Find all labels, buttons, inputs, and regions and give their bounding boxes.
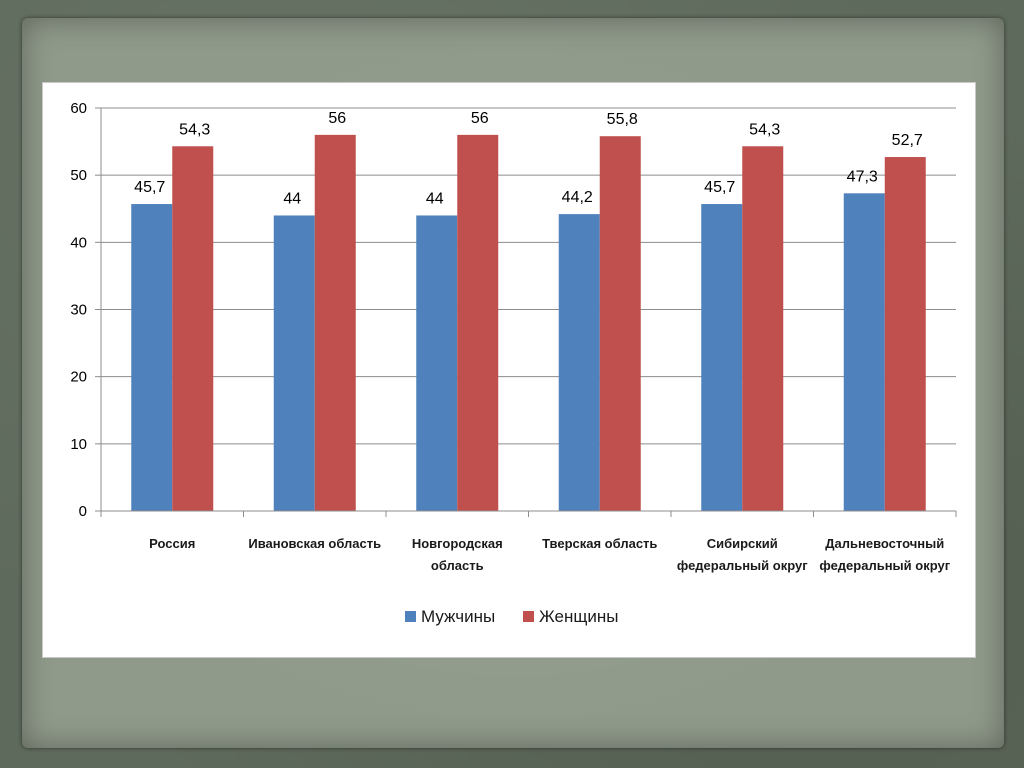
chart-panel: 0 10 20 30 40 50 60 45,7 54,3 44 56 44 56 44,2 55,8 45… [42, 82, 976, 658]
y-tick-label: 20 [70, 369, 87, 386]
data-label-0-3: 44,2 [562, 189, 593, 206]
bar-1-5 [884, 157, 926, 511]
y-tick-label: 60 [70, 100, 87, 117]
data-label-1-4: 54,3 [749, 121, 780, 138]
data-label-0-4: 45,7 [704, 179, 735, 196]
legend-label-1: Женщины [539, 607, 618, 626]
data-label-1-3: 55,8 [607, 111, 638, 128]
category-labels: Россия Ивановская область Новгородская обла… [149, 536, 951, 573]
bar-1-3 [599, 136, 641, 511]
legend-label-0: Мужчины [421, 607, 495, 626]
category-label: Дальневосточный федеральный округ [819, 536, 950, 573]
legend: Мужчины Женщины [405, 607, 618, 626]
data-label-1-5: 52,7 [892, 132, 923, 149]
bar-1-2 [457, 134, 499, 511]
data-label-1-1: 56 [328, 110, 346, 127]
bar-1-1 [314, 134, 356, 511]
category-label: Тверская область [542, 536, 657, 551]
data-label-0-0: 45,7 [134, 179, 165, 196]
category-label-line: Россия [149, 536, 195, 551]
bar-0-3 [558, 214, 600, 511]
category-label-line: Дальневосточный [825, 536, 944, 551]
category-label: Россия [149, 536, 195, 551]
data-label-0-2: 44 [426, 190, 444, 207]
data-labels: 45,7 54,3 44 56 44 56 44,2 55,8 45,7 54,3 47,3 52,7 [134, 110, 923, 208]
gridlines [101, 107, 956, 445]
data-label-0-5: 47,3 [847, 168, 878, 185]
category-label-line: федеральный округ [819, 558, 950, 573]
data-label-1-0: 54,3 [179, 121, 210, 138]
bars [131, 134, 926, 511]
axes [100, 108, 957, 517]
category-label-line: федеральный округ [677, 558, 808, 573]
bar-0-5 [843, 193, 885, 511]
y-tick-label: 10 [70, 436, 87, 453]
y-tick-label: 30 [70, 302, 87, 319]
category-label: Ивановская область [248, 536, 381, 551]
y-tick-label: 0 [79, 503, 87, 520]
data-label-0-1: 44 [283, 190, 301, 207]
legend-swatch-0 [405, 611, 416, 622]
data-label-1-2: 56 [471, 110, 489, 127]
y-tick-label: 40 [70, 234, 87, 251]
bar-0-4 [701, 204, 743, 511]
category-label-line: область [431, 558, 484, 573]
category-label-line: Ивановская область [248, 536, 381, 551]
category-label-line: Сибирский [707, 536, 778, 551]
y-tick-label: 50 [70, 167, 87, 184]
bar-0-0 [131, 204, 173, 511]
y-axis-ticks: 0 10 20 30 40 50 60 [70, 100, 101, 520]
category-label-line: Тверская область [542, 536, 657, 551]
category-label: Сибирский федеральный округ [677, 536, 808, 573]
bar-1-4 [742, 146, 784, 511]
bar-1-0 [172, 146, 214, 511]
category-label: Новгородская область [412, 536, 503, 573]
bar-0-1 [273, 215, 315, 511]
bar-0-2 [416, 215, 458, 511]
legend-swatch-1 [523, 611, 534, 622]
category-label-line: Новгородская [412, 536, 503, 551]
